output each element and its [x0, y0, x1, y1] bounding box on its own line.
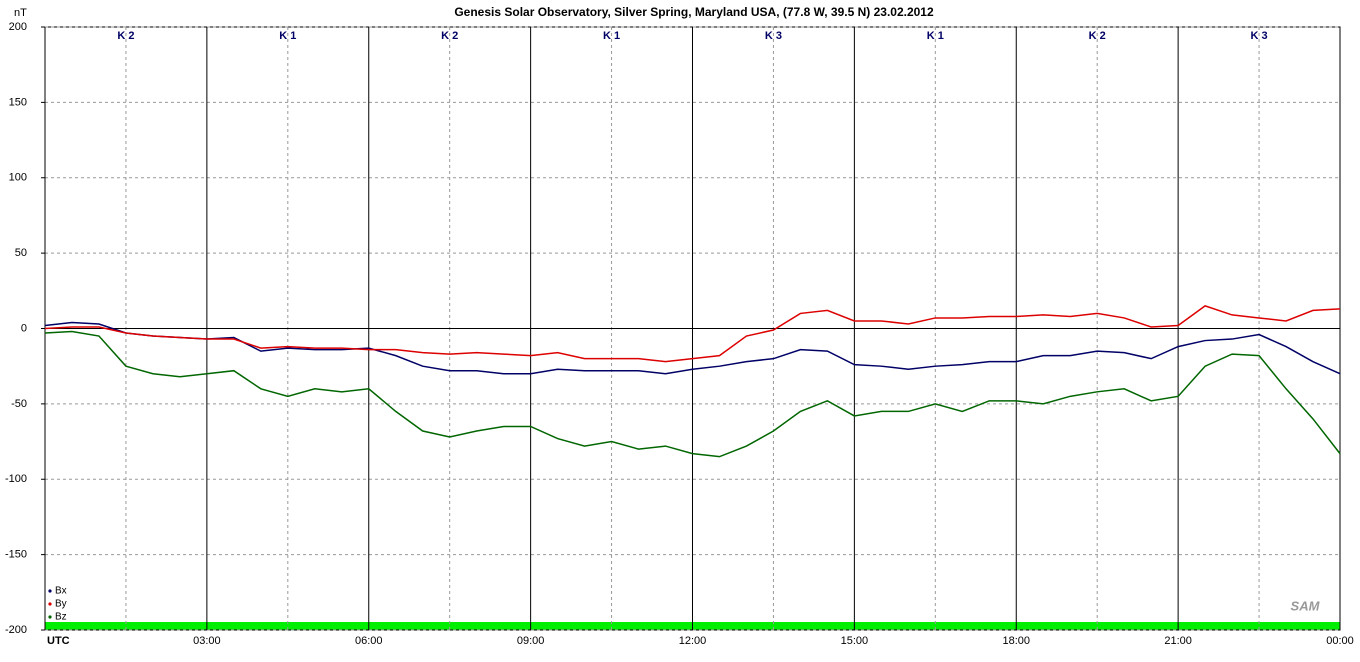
chart-title: Genesis Solar Observatory, Silver Spring…	[454, 5, 934, 19]
x-tick-label: 15:00	[841, 635, 869, 647]
x-tick-label: UTC	[47, 635, 70, 647]
x-tick-label: 00:00	[1326, 635, 1354, 647]
legend-marker	[48, 615, 52, 619]
x-tick-label: 18:00	[1002, 635, 1030, 647]
x-tick-label: 03:00	[193, 635, 221, 647]
y-tick-label: -200	[5, 624, 27, 636]
k-index-label: K 1	[603, 30, 620, 42]
k-index-label: K 1	[927, 30, 944, 42]
k-index-label: K 3	[1251, 30, 1268, 42]
y-tick-label: 0	[21, 322, 27, 334]
y-tick-label: 100	[9, 172, 27, 184]
y-tick-label: -50	[11, 398, 27, 410]
y-axis-label: nT	[14, 7, 27, 19]
k-index-label: K 2	[117, 30, 134, 42]
x-tick-label: 09:00	[517, 635, 545, 647]
x-tick-label: 21:00	[1164, 635, 1192, 647]
logo: SAM	[1291, 598, 1321, 613]
k-index-label: K 2	[441, 30, 458, 42]
y-tick-label: 200	[9, 21, 27, 33]
legend-marker	[48, 589, 52, 593]
data-line	[44, 321, 1341, 375]
legend-marker	[48, 602, 52, 606]
data-line	[44, 330, 1341, 458]
y-tick-label: -150	[5, 549, 27, 561]
y-tick-label: 50	[15, 247, 27, 259]
legend-label: Bx	[55, 586, 67, 597]
y-tick-label: 150	[9, 96, 27, 108]
legend-label: By	[55, 599, 67, 610]
k-index-label: K 3	[765, 30, 782, 42]
k-index-label: K 1	[279, 30, 296, 42]
y-tick-label: -100	[5, 473, 27, 485]
data-line	[44, 305, 1341, 363]
x-tick-label: 12:00	[679, 635, 707, 647]
legend-label: Bz	[55, 612, 67, 623]
x-tick-label: 06:00	[355, 635, 383, 647]
k-index-label: K 2	[1089, 30, 1106, 42]
